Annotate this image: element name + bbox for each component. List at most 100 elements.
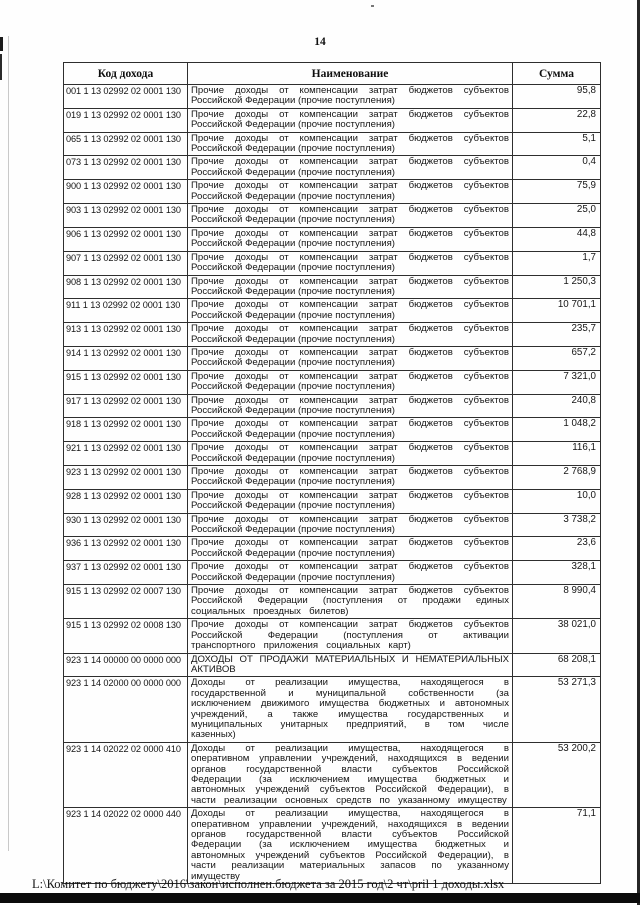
sum-cell: 116,1 <box>512 441 601 466</box>
sum-cell: 53 271,3 <box>512 676 601 743</box>
scan-artifact-right-edge <box>637 0 640 905</box>
name-cell: Прочие доходы от компенсации затрат бюдж… <box>187 131 513 157</box>
table-row: 913 1 13 02992 02 0001 130 Прочие доходы … <box>63 322 601 347</box>
name-cell: Прочие доходы от компенсации затрат бюдж… <box>187 618 513 654</box>
table-header-row: Код дохода Наименование Сумма <box>63 62 601 85</box>
table-header: Код дохода Наименование Сумма <box>63 62 601 85</box>
income-code-cell: 928 1 13 02992 02 0001 130 <box>63 488 188 514</box>
name-cell: Прочие доходы от компенсации затрат бюдж… <box>187 512 513 538</box>
table-row: 019 1 13 02992 02 0001 130 Прочие доходы … <box>63 107 601 133</box>
sum-cell: 235,7 <box>512 322 601 347</box>
name-cell: Доходы от реализации имущества, находяще… <box>187 807 513 885</box>
sum-cell: 1 048,2 <box>512 417 601 443</box>
table-body: 001 1 13 02992 02 0001 130 Прочие доходы … <box>63 84 601 885</box>
table-row: 923 1 13 02992 02 0001 130 Прочие доходы … <box>63 465 601 490</box>
name-cell: Прочие доходы от компенсации затрат бюдж… <box>187 536 513 562</box>
table-row: 914 1 13 02992 02 0001 130 Прочие доходы … <box>63 345 601 371</box>
scan-artifact-bottom-bar <box>0 893 640 903</box>
table-row: 936 1 13 02992 02 0001 130 Прочие доходы … <box>63 536 601 562</box>
footer-file-path: L:\Комитет по бюджету\2016\закон\исполне… <box>32 877 505 891</box>
sum-cell: 1,7 <box>512 250 601 276</box>
income-code-cell: 065 1 13 02992 02 0001 130 <box>63 131 188 157</box>
name-cell: Прочие доходы от компенсации затрат бюдж… <box>187 560 513 586</box>
scan-artifact-top-speck <box>371 5 374 7</box>
sum-cell: 75,9 <box>512 179 601 205</box>
name-cell: Прочие доходы от компенсации затрат бюдж… <box>187 250 513 276</box>
name-cell: Прочие доходы от компенсации затрат бюдж… <box>187 488 513 514</box>
table-row: 900 1 13 02992 02 0001 130 Прочие доходы … <box>63 179 601 205</box>
income-code-cell: 001 1 13 02992 02 0001 130 <box>63 84 188 109</box>
sum-cell: 25,0 <box>512 203 601 228</box>
income-code-cell: 906 1 13 02992 02 0001 130 <box>63 226 188 252</box>
name-cell: Прочие доходы от компенсации затрат бюдж… <box>187 203 513 228</box>
table-row: 930 1 13 02992 02 0001 130 Прочие доходы … <box>63 512 601 538</box>
income-code-cell: 913 1 13 02992 02 0001 130 <box>63 322 188 347</box>
table-row: 911 1 13 02992 02 0001 130 Прочие доходы … <box>63 298 601 324</box>
sum-cell: 657,2 <box>512 345 601 371</box>
income-code-cell: 900 1 13 02992 02 0001 130 <box>63 179 188 205</box>
table-row: 928 1 13 02992 02 0001 130 Прочие доходы … <box>63 488 601 514</box>
column-header-name: Наименование <box>187 62 513 85</box>
name-cell: Прочие доходы от компенсации затрат бюдж… <box>187 84 513 109</box>
income-code-cell: 907 1 13 02992 02 0001 130 <box>63 250 188 276</box>
income-code-cell: 921 1 13 02992 02 0001 130 <box>63 441 188 466</box>
sum-cell: 8 990,4 <box>512 584 601 620</box>
scan-artifact-left-nub-1 <box>0 37 3 51</box>
sum-cell: 0,4 <box>512 155 601 181</box>
name-cell: ДОХОДЫ ОТ ПРОДАЖИ МАТЕРИАЛЬНЫХ И НЕМАТЕР… <box>187 652 513 678</box>
name-cell: Доходы от реализации имущества, находяще… <box>187 741 513 809</box>
table-row: 923 1 14 02022 02 0000 410 Доходы от реал… <box>63 741 601 809</box>
column-header-income-code: Код дохода <box>63 62 188 85</box>
income-table: Код дохода Наименование Сумма 001 1 13 0… <box>63 62 601 885</box>
income-code-cell: 915 1 13 02992 02 0007 130 <box>63 584 188 620</box>
name-cell: Прочие доходы от компенсации затрат бюдж… <box>187 155 513 181</box>
table-row: 923 1 14 00000 00 0000 000 ДОХОДЫ ОТ ПРОД… <box>63 652 601 678</box>
income-code-cell: 936 1 13 02992 02 0001 130 <box>63 536 188 562</box>
name-cell: Прочие доходы от компенсации затрат бюдж… <box>187 322 513 347</box>
income-code-cell: 923 1 13 02992 02 0001 130 <box>63 465 188 490</box>
name-cell: Прочие доходы от компенсации затрат бюдж… <box>187 441 513 466</box>
income-code-cell: 911 1 13 02992 02 0001 130 <box>63 298 188 324</box>
name-cell: Прочие доходы от компенсации затрат бюдж… <box>187 345 513 371</box>
table-row: 907 1 13 02992 02 0001 130 Прочие доходы … <box>63 250 601 276</box>
sum-cell: 1 250,3 <box>512 274 601 300</box>
name-cell: Прочие доходы от компенсации затрат бюдж… <box>187 226 513 252</box>
income-code-cell: 917 1 13 02992 02 0001 130 <box>63 393 188 419</box>
sum-cell: 3 738,2 <box>512 512 601 538</box>
table-row: 908 1 13 02992 02 0001 130 Прочие доходы … <box>63 274 601 300</box>
sum-cell: 38 021,0 <box>512 618 601 654</box>
sum-cell: 95,8 <box>512 84 601 109</box>
name-cell: Прочие доходы от компенсации затрат бюдж… <box>187 584 513 620</box>
table-row: 918 1 13 02992 02 0001 130 Прочие доходы … <box>63 417 601 443</box>
income-code-cell: 903 1 13 02992 02 0001 130 <box>63 203 188 228</box>
income-code-cell: 019 1 13 02992 02 0001 130 <box>63 107 188 133</box>
name-cell: Прочие доходы от компенсации затрат бюдж… <box>187 274 513 300</box>
table-row: 903 1 13 02992 02 0001 130 Прочие доходы … <box>63 203 601 228</box>
column-header-sum: Сумма <box>512 62 601 85</box>
income-code-cell: 918 1 13 02992 02 0001 130 <box>63 417 188 443</box>
income-code-cell: 923 1 14 00000 00 0000 000 <box>63 652 188 678</box>
table-row: 915 1 13 02992 02 0001 130 Прочие доходы … <box>63 369 601 395</box>
name-cell: Прочие доходы от компенсации затрат бюдж… <box>187 465 513 490</box>
name-cell: Прочие доходы от компенсации затрат бюдж… <box>187 179 513 205</box>
sum-cell: 10 701,1 <box>512 298 601 324</box>
table-row: 915 1 13 02992 02 0007 130 Прочие доходы … <box>63 584 601 620</box>
name-cell: Прочие доходы от компенсации затрат бюдж… <box>187 107 513 133</box>
income-code-cell: 915 1 13 02992 02 0001 130 <box>63 369 188 395</box>
page-number: 14 <box>314 36 326 48</box>
sum-cell: 44,8 <box>512 226 601 252</box>
name-cell: Доходы от реализации имущества, находяще… <box>187 676 513 743</box>
income-code-cell: 923 1 14 02000 00 0000 000 <box>63 676 188 743</box>
table-row: 906 1 13 02992 02 0001 130 Прочие доходы … <box>63 226 601 252</box>
income-code-cell: 923 1 14 02022 02 0000 440 <box>63 807 188 885</box>
sum-cell: 23,6 <box>512 536 601 562</box>
sum-cell: 53 200,2 <box>512 741 601 809</box>
table-row: 917 1 13 02992 02 0001 130 Прочие доходы … <box>63 393 601 419</box>
table-row: 065 1 13 02992 02 0001 130 Прочие доходы … <box>63 131 601 157</box>
sum-cell: 328,1 <box>512 560 601 586</box>
table-row: 915 1 13 02992 02 0008 130 Прочие доходы … <box>63 618 601 654</box>
table-row: 937 1 13 02992 02 0001 130 Прочие доходы … <box>63 560 601 586</box>
name-cell: Прочие доходы от компенсации затрат бюдж… <box>187 369 513 395</box>
income-code-cell: 923 1 14 02022 02 0000 410 <box>63 741 188 809</box>
